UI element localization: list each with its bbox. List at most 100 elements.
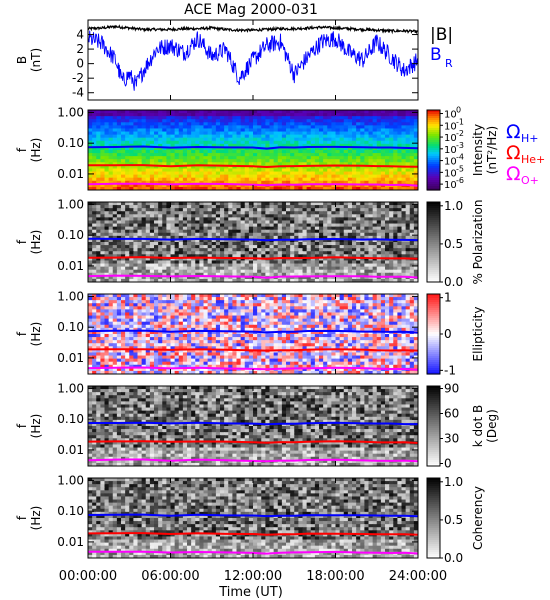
heatmap-cell (187, 113, 192, 117)
heatmap-cell (401, 248, 407, 252)
heatmap-cell (269, 159, 275, 163)
heatmap-cell (112, 309, 118, 314)
heatmap-cell (277, 217, 283, 222)
heatmap-cell (145, 186, 151, 190)
heatmap-cell (158, 140, 163, 145)
heatmap-cell (364, 202, 370, 206)
heatmap-cell (294, 153, 299, 157)
heatmap-cell (327, 229, 332, 234)
heatmap-cell (149, 134, 155, 139)
heatmap-cell (331, 150, 337, 154)
heatmap-cell (339, 122, 345, 126)
heatmap-cell (364, 208, 370, 212)
heatmap-cell (191, 306, 196, 310)
heatmap-cell (149, 211, 155, 215)
heatmap-cell (220, 134, 225, 139)
heatmap-cell (137, 220, 143, 225)
heatmap-cell (199, 202, 205, 206)
heatmap-cell (265, 232, 271, 237)
heatmap-cell (290, 214, 295, 218)
figure-title: ACE Mag 2000-031 (184, 2, 318, 18)
heatmap-cell (298, 131, 304, 136)
heatmap-cell (137, 183, 143, 188)
heatmap-cell (364, 177, 370, 182)
heatmap-cell (137, 315, 143, 320)
heatmap-cell (302, 177, 308, 182)
heatmap-cell (162, 131, 167, 136)
heatmap-cell (211, 119, 217, 123)
heatmap-cell (248, 125, 254, 130)
heatmap-cell (368, 146, 374, 151)
heatmap-cell (137, 146, 143, 151)
heatmap-cell (92, 266, 97, 271)
heatmap-cell (199, 245, 205, 249)
heatmap-cell (191, 275, 196, 280)
heatmap-cell (335, 294, 341, 298)
heatmap-cell (195, 223, 200, 228)
heatmap-cell (203, 208, 209, 212)
heatmap-cell (195, 110, 200, 114)
heatmap-cell (191, 235, 196, 240)
heatmap-cell (269, 245, 275, 249)
heatmap-cell (96, 278, 101, 282)
heatmap-cell (215, 257, 221, 262)
heatmap-cell (88, 174, 93, 179)
heatmap-cell (286, 315, 291, 320)
heatmap-cell (323, 140, 328, 145)
heatmap-cell (133, 211, 139, 215)
heatmap-cell (166, 186, 172, 190)
heatmap-cell (352, 260, 357, 265)
heatmap-cell (203, 159, 209, 163)
heatmap-cell (413, 235, 418, 240)
heatmap-cell (121, 257, 126, 262)
heatmap-cell (195, 183, 200, 188)
heatmap-cell (253, 177, 258, 182)
heatmap-cell (236, 266, 242, 271)
heatmap-cell (347, 146, 353, 151)
heatmap-cell (104, 134, 110, 139)
heatmap-cell (149, 171, 155, 176)
panel-B: 420-2-4B (nT)|B|B R (15, 19, 453, 101)
heatmap-cell (368, 150, 374, 154)
heatmap-cell (265, 180, 271, 185)
heatmap-cell (154, 156, 159, 160)
panel-frame (87, 19, 419, 101)
heatmap-cell (178, 202, 184, 206)
heatmap-cell (174, 165, 180, 170)
heatmap-cell (158, 254, 163, 258)
heatmap-cell (405, 297, 411, 301)
heatmap-cell (121, 177, 126, 182)
heatmap-cell (88, 116, 93, 120)
heatmap-cell (112, 125, 118, 130)
heatmap-cell (372, 232, 378, 237)
cyclotron-legend-label: H+ (521, 132, 539, 145)
heatmap-cell (261, 226, 266, 231)
heatmap-cell (220, 119, 225, 123)
heatmap-cell (166, 119, 172, 123)
heatmap-cell (187, 202, 192, 206)
heatmap-cell (393, 177, 398, 182)
heatmap-cell (191, 303, 196, 307)
heatmap-cell (409, 309, 415, 314)
heatmap-cell (372, 177, 378, 182)
heatmap-cell (154, 110, 159, 114)
heatmap-cell (100, 257, 106, 262)
heatmap-cell (178, 214, 184, 218)
heatmap-cell (187, 186, 192, 190)
heatmap-cell (158, 257, 163, 262)
heatmap-cell (108, 146, 114, 151)
colorbar-swatch (427, 116, 440, 119)
heatmap-cell (228, 275, 233, 280)
heatmap-cell (413, 137, 418, 142)
heatmap-cell (281, 226, 287, 231)
heatmap-cell (228, 159, 233, 163)
heatmap-cell (215, 171, 221, 176)
heatmap-cell (191, 294, 196, 298)
heatmap-cell (240, 294, 246, 298)
heatmap-cell (141, 159, 147, 163)
heatmap-cell (145, 113, 151, 117)
heatmap-cell (405, 143, 411, 148)
heatmap-cell (166, 140, 172, 145)
heatmap-cell (286, 260, 291, 265)
